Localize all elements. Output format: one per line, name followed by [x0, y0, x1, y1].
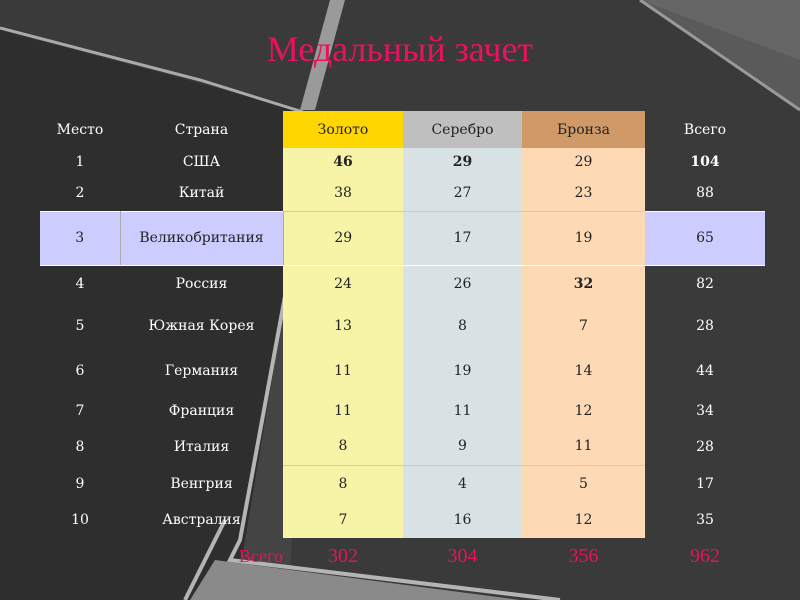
slide-title: Медальный зачет — [266, 29, 534, 69]
header-row: Место Страна Золото Серебро Бронза Всего — [40, 111, 765, 148]
totals-bronze: 356 — [568, 545, 599, 567]
header-total: Всего — [683, 121, 727, 138]
cell-gold: 29 — [283, 210, 403, 266]
table-row: 7 Франция 11 11 12 34 — [40, 393, 765, 428]
cell-country: Франция — [168, 402, 235, 419]
cell-total: 65 — [645, 210, 765, 266]
header-country: Страна — [174, 121, 229, 138]
cell-total: 34 — [696, 402, 714, 419]
cell-silver: 9 — [403, 428, 522, 465]
header-gold: Золото — [283, 111, 403, 148]
header-place: Место — [56, 121, 104, 138]
cell-gold: 38 — [283, 175, 403, 211]
cell-place: 2 — [75, 184, 85, 201]
medal-table: Место Страна Золото Серебро Бронза Всего… — [40, 111, 765, 575]
cell-country: Италия — [173, 438, 230, 455]
cell-total: 35 — [696, 512, 714, 528]
cell-total: 104 — [690, 153, 720, 170]
cell-place: 4 — [75, 276, 85, 293]
cell-country: Великобритания — [120, 210, 284, 266]
cell-place: 3 — [40, 210, 121, 266]
cell-gold: 13 — [283, 303, 403, 348]
table-row: 2 Китай 38 27 23 88 — [40, 175, 765, 211]
cell-bronze: 32 — [522, 265, 645, 303]
cell-place: 5 — [75, 317, 85, 334]
cell-gold: 46 — [283, 148, 403, 175]
cell-total: 88 — [696, 184, 714, 201]
cell-total: 82 — [696, 276, 714, 293]
cell-bronze: 12 — [522, 393, 645, 428]
cell-place: 6 — [75, 362, 85, 379]
totals-gold: 302 — [328, 545, 358, 567]
cell-place: 7 — [75, 402, 85, 419]
cell-bronze: 29 — [522, 148, 645, 175]
table-row: 6 Германия 11 19 14 44 — [40, 348, 765, 393]
cell-silver: 4 — [403, 464, 522, 502]
cell-bronze: 11 — [522, 428, 645, 465]
table-row: 5 Южная Корея 13 8 7 28 — [40, 303, 765, 348]
cell-silver: 29 — [403, 148, 522, 175]
cell-total: 44 — [696, 362, 714, 379]
cell-silver: 8 — [403, 303, 522, 348]
totals-total: 962 — [690, 545, 720, 567]
cell-country: Австралия — [162, 512, 241, 528]
cell-silver: 11 — [403, 393, 522, 428]
cell-silver: 19 — [403, 348, 522, 393]
cell-country: США — [182, 153, 221, 170]
table-row: 10 Австралия 7 16 12 35 — [40, 502, 765, 538]
cell-gold: 8 — [283, 428, 403, 465]
cell-gold: 11 — [283, 348, 403, 393]
cell-gold: 24 — [283, 265, 403, 303]
table-row: 1 США 46 29 29 104 — [40, 148, 765, 175]
cell-total: 28 — [696, 438, 714, 455]
cell-country: Китай — [178, 184, 225, 201]
totals-silver: 304 — [447, 545, 478, 567]
cell-bronze: 7 — [522, 303, 645, 348]
table-row: 3 Великобритания 29 17 19 65 — [40, 210, 765, 266]
cell-silver: 26 — [403, 265, 522, 303]
cell-place: 9 — [75, 475, 85, 492]
totals-label: Всего — [238, 546, 283, 566]
table-row: 9 Венгрия 8 4 5 17 — [40, 464, 765, 502]
cell-country: Венгрия — [170, 475, 233, 492]
totals-row: Всего 302 304 356 962 — [40, 538, 765, 575]
cell-gold: 11 — [283, 393, 403, 428]
cell-place: 1 — [75, 153, 85, 170]
cell-total: 28 — [696, 317, 714, 334]
cell-gold: 7 — [283, 502, 403, 538]
cell-bronze: 19 — [522, 210, 645, 266]
cell-country: Германия — [164, 362, 239, 379]
cell-country: Россия — [175, 276, 228, 293]
header-bronze: Бронза — [522, 111, 645, 148]
cell-silver: 17 — [403, 210, 522, 266]
cell-place: 8 — [75, 438, 85, 455]
cell-country: Южная Корея — [148, 317, 255, 334]
cell-place: 10 — [71, 512, 89, 528]
cell-gold: 8 — [283, 464, 403, 502]
table-row: 8 Италия 8 9 11 28 — [40, 428, 765, 465]
cell-silver: 16 — [403, 502, 522, 538]
header-silver: Серебро — [403, 111, 522, 148]
cell-total: 17 — [696, 475, 714, 492]
cell-bronze: 23 — [522, 175, 645, 211]
table-row: 4 Россия 24 26 32 82 — [40, 265, 765, 303]
cell-bronze: 12 — [522, 502, 645, 538]
cell-silver: 27 — [403, 175, 522, 211]
cell-bronze: 14 — [522, 348, 645, 393]
cell-bronze: 5 — [522, 464, 645, 502]
